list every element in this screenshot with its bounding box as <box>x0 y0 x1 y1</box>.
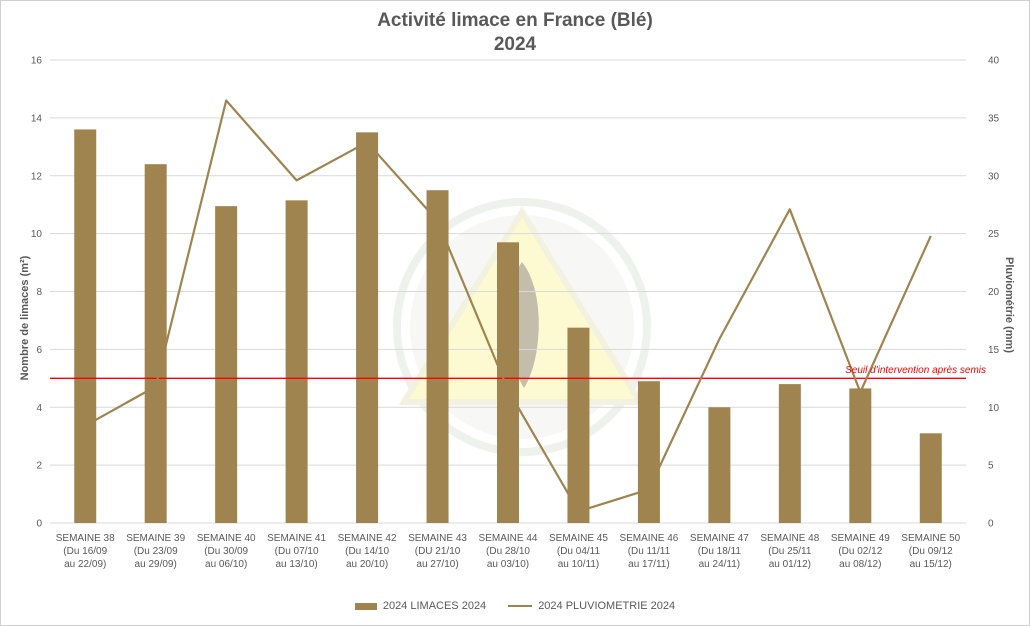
y-right-tick-label: 35 <box>988 113 1000 124</box>
x-tick-label: (Du 25/11 <box>768 546 812 557</box>
x-tick-label: SEMAINE 46 <box>619 533 678 544</box>
x-tick-label: (Du 11/11 <box>628 546 671 557</box>
y-axis-right-label: Pluviométrie (mm) <box>1003 257 1015 353</box>
x-tick-label: au 01/12) <box>769 559 811 570</box>
y-right-tick-label: 5 <box>988 461 994 472</box>
legend-label-limaces: 2024 LIMACES 2024 <box>382 600 487 612</box>
bar <box>215 206 238 523</box>
chart-subtitle: 2024 <box>493 34 537 55</box>
y-left-tick-label: 16 <box>31 56 43 67</box>
x-tick-label: (DU 21/10 <box>415 546 461 557</box>
bar <box>74 129 97 523</box>
x-tick-label: SEMAINE 38 <box>56 533 115 544</box>
y-right-tick-label: 40 <box>988 56 1000 67</box>
y-left-tick-label: 14 <box>31 113 43 124</box>
watermark-logo <box>393 198 651 456</box>
y-right-tick-label: 0 <box>988 519 994 530</box>
y-right-tick-label: 10 <box>988 403 1000 414</box>
y-right-tick-label: 25 <box>988 229 1000 240</box>
chart-title: Activité limace en France (Blé) <box>377 10 653 31</box>
y-right-tick-label: 15 <box>988 345 1000 356</box>
bar <box>426 190 449 523</box>
x-tick-label: SEMAINE 45 <box>549 533 608 544</box>
x-tick-label: SEMAINE 47 <box>690 533 749 544</box>
x-tick-label: au 20/10) <box>346 559 388 570</box>
y-left-tick-label: 8 <box>36 287 42 298</box>
bar <box>637 381 660 523</box>
x-tick-label: SEMAINE 44 <box>479 533 538 544</box>
x-tick-label: au 10/11) <box>558 559 600 570</box>
bar <box>285 200 308 524</box>
y-left-tick-label: 6 <box>36 345 42 356</box>
line-series-pluviometrie <box>84 99 932 513</box>
x-tick-label: (Du 18/11 <box>698 546 742 557</box>
y-right-tick-label: 30 <box>988 171 1000 182</box>
x-tick-label: au 15/12) <box>910 559 952 570</box>
x-tick-label: (Du 23/09 <box>134 546 178 557</box>
legend-swatch-line <box>508 605 533 607</box>
threshold-label: Seuil d'intervention après semis <box>845 365 986 376</box>
bar <box>919 433 942 523</box>
x-tick-label: SEMAINE 42 <box>338 533 397 544</box>
x-tick-label: SEMAINE 39 <box>126 533 185 544</box>
x-tick-label: (Du 16/09 <box>63 546 107 557</box>
bar <box>144 164 167 524</box>
y-left-tick-label: 0 <box>36 519 42 530</box>
y-left-tick-label: 12 <box>31 171 43 182</box>
x-tick-label: (Du 02/12 <box>838 546 882 557</box>
legend-label-pluviometrie: 2024 PLUVIOMETRIE 2024 <box>538 600 676 612</box>
y-axis-left-label: Nombre de limaces (m²) <box>19 255 31 381</box>
y-left-tick-label: 10 <box>31 229 43 240</box>
x-tick-label: (Du 07/10 <box>275 546 319 557</box>
x-tick-label: (Du 09/12 <box>909 546 953 557</box>
legend-item-limaces: 2024 LIMACES 2024 <box>354 600 487 612</box>
legend-item-pluviometrie: 2024 PLUVIOMETRIE 2024 <box>508 600 675 612</box>
y-left-tick-label: 2 <box>36 461 42 472</box>
x-tick-label: (Du 28/10 <box>486 546 530 557</box>
x-tick-label: au 06/10) <box>205 559 247 570</box>
y-right-tick-label: 20 <box>988 287 1000 298</box>
x-tick-label: (Du 04/11 <box>557 546 601 557</box>
bar <box>849 388 872 523</box>
x-tick-label: SEMAINE 49 <box>831 533 890 544</box>
bar <box>356 132 379 523</box>
x-tick-label: au 27/10) <box>416 559 458 570</box>
bar <box>708 407 731 523</box>
legend: 2024 LIMACES 2024 2024 PLUVIOMETRIE 2024 <box>0 600 1030 612</box>
x-tick-label: au 22/09) <box>64 559 106 570</box>
x-tick-label: au 24/11) <box>699 559 741 570</box>
bar <box>497 242 519 523</box>
x-tick-label: SEMAINE 48 <box>760 533 819 544</box>
x-tick-label: SEMAINE 40 <box>197 533 256 544</box>
x-tick-label: SEMAINE 41 <box>267 533 326 544</box>
legend-swatch-bar <box>354 602 377 610</box>
bar <box>567 327 590 523</box>
bar <box>778 384 801 523</box>
x-tick-label: au 13/10) <box>275 559 317 570</box>
x-tick-label: (Du 30/09 <box>204 546 248 557</box>
x-tick-label: SEMAINE 50 <box>901 533 960 544</box>
x-tick-label: au 08/12) <box>839 559 881 570</box>
y-left-tick-label: 4 <box>36 403 42 414</box>
x-tick-label: au 03/10) <box>487 559 529 570</box>
x-tick-label: au 17/11) <box>628 559 670 570</box>
x-tick-label: (Du 14/10 <box>345 546 389 557</box>
x-tick-label: SEMAINE 43 <box>408 533 467 544</box>
x-tick-label: au 29/09) <box>135 559 177 570</box>
